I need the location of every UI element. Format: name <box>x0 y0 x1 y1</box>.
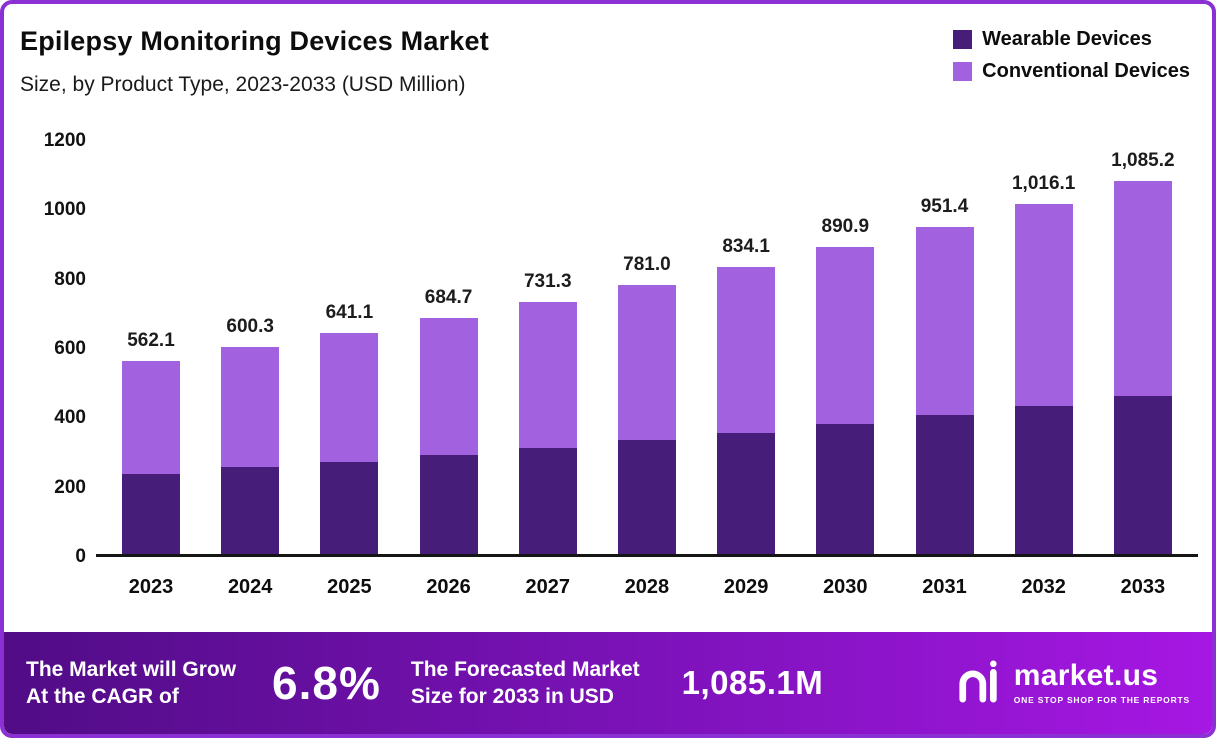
cagr-label: The Market will Grow At the CAGR of <box>26 656 236 711</box>
bar-segment-wearable <box>221 467 280 554</box>
bar-total-label: 600.3 <box>226 316 274 338</box>
x-axis-label: 2025 <box>327 576 372 598</box>
legend-item-wearable: Wearable Devices <box>953 28 1190 51</box>
bar-total-label: 731.3 <box>523 271 572 293</box>
bar-segment-wearable <box>122 473 180 554</box>
bar-segment-wearable <box>816 423 875 554</box>
bar-segment-conventional <box>1113 180 1172 396</box>
y-axis-tick-label: 200 <box>54 476 86 498</box>
brand-name: market.us <box>1013 659 1159 692</box>
bar-segment-wearable <box>518 448 577 554</box>
bar-total-label: 684.7 <box>424 287 473 309</box>
bar-stack: 684.7 <box>419 141 478 554</box>
plot-area: 562.1 600.3 641.1 684.7 731.3 781.0 834.1 890.9… <box>96 141 1198 557</box>
bar-total-label: 641.1 <box>325 302 374 324</box>
cagr-value: 6.8% <box>272 657 381 709</box>
y-axis-tick-label: 1000 <box>43 199 86 221</box>
bar-total-label: 951.4 <box>920 195 969 217</box>
legend-swatch-conventional-icon <box>953 62 973 81</box>
bar-total-label: 1,085.2 <box>1111 149 1175 171</box>
y-axis-tick-label: 0 <box>75 546 86 567</box>
cagr-label-line2: At the CAGR of <box>26 685 179 708</box>
bar-stack: 1,016.1 <box>1011 141 1076 554</box>
bar-segment-wearable <box>617 440 676 554</box>
legend-label-wearable: Wearable Devices <box>982 28 1152 50</box>
bar-segment-conventional <box>320 333 379 462</box>
bar-stack: 562.1 <box>122 141 180 554</box>
bar-segment-conventional <box>419 318 478 455</box>
legend-label-conventional: Conventional Devices <box>982 60 1190 82</box>
x-axis-label: 2027 <box>525 576 571 598</box>
bar-total-label: 834.1 <box>722 235 770 257</box>
bar-total-label: 562.1 <box>127 329 175 351</box>
y-axis-tick-label: 400 <box>54 407 86 429</box>
x-axis-label: 2026 <box>426 576 471 598</box>
bars-row: 562.1 600.3 641.1 684.7 731.3 781.0 834.1 890.9… <box>96 141 1198 554</box>
bar-segment-wearable <box>1014 406 1073 554</box>
marketus-logo-icon <box>956 659 1002 708</box>
bar-segment-wearable <box>419 454 478 554</box>
bar-segment-wearable <box>915 414 974 554</box>
x-axis-label: 2024 <box>227 576 273 598</box>
y-axis-tick-label: 600 <box>54 338 86 359</box>
legend-item-conventional: Conventional Devices <box>953 60 1190 83</box>
bar-stack: 890.9 <box>816 141 875 554</box>
bar-stack: 600.3 <box>221 141 280 554</box>
x-axis-label: 2033 <box>1120 576 1166 598</box>
chart-title: Epilepsy Monitoring Devices Market <box>20 26 489 56</box>
bar-segment-wearable <box>1113 395 1172 554</box>
legend: Wearable Devices Conventional Devices <box>953 28 1190 83</box>
bar-stack: 951.4 <box>915 141 974 554</box>
bar-segment-wearable <box>717 432 776 554</box>
forecast-label-line2: Size for 2033 in USD <box>410 685 614 708</box>
forecast-value: 1,085.1M <box>681 664 824 701</box>
forecast-label: The Forecasted Market Size for 2033 in U… <box>411 656 640 711</box>
y-axis: 0 200 400 600 800 1000 1200 <box>14 130 86 567</box>
y-axis-tick-label: 800 <box>54 268 86 290</box>
legend-swatch-wearable-icon <box>953 30 973 49</box>
y-axis-tick-label: 1200 <box>43 130 86 151</box>
bar-total-label: 1,016.1 <box>1011 173 1076 195</box>
bar-segment-conventional <box>717 266 776 433</box>
x-axis-label: 2029 <box>723 576 769 598</box>
forecast-label-line1: The Forecasted Market <box>410 657 640 681</box>
brand: market.us ONE STOP SHOP FOR THE REPORTS <box>956 659 1190 708</box>
bar-total-label: 781.0 <box>623 254 671 276</box>
x-axis-label: 2031 <box>922 576 967 598</box>
bar-segment-conventional <box>816 247 875 424</box>
footer-banner: The Market will Grow At the CAGR of 6.8%… <box>4 632 1212 734</box>
bar-stack: 834.1 <box>717 141 776 554</box>
x-axis: 2023 2024 2025 2026 2027 2028 2029 2030 2031 2032… <box>96 576 1198 599</box>
bar-segment-conventional <box>518 302 577 448</box>
x-axis-label: 2028 <box>624 576 670 598</box>
bar-total-label: 890.9 <box>821 216 870 238</box>
brand-tagline: ONE STOP SHOP FOR THE REPORTS <box>1013 695 1190 705</box>
bar-segment-conventional <box>617 285 676 441</box>
bar-segment-conventional <box>915 226 974 415</box>
bar-stack: 641.1 <box>320 141 379 554</box>
bar-segment-conventional <box>1014 204 1073 407</box>
x-axis-label: 2023 <box>128 576 174 598</box>
x-axis-label: 2032 <box>1021 576 1066 598</box>
bar-segment-wearable <box>320 461 379 554</box>
x-axis-label: 2030 <box>823 576 868 598</box>
cagr-label-line1: The Market will Grow <box>26 657 237 681</box>
bar-segment-conventional <box>221 347 280 468</box>
bar-stack: 781.0 <box>617 141 676 554</box>
chart-subtitle: Size, by Product Type, 2023-2033 (USD Mi… <box>20 73 466 96</box>
bar-segment-conventional <box>122 360 180 474</box>
bar-stack: 731.3 <box>518 141 577 554</box>
brand-text: market.us ONE STOP SHOP FOR THE REPORTS <box>1013 659 1190 706</box>
chart-header: Epilepsy Monitoring Devices Market Size,… <box>20 26 489 97</box>
bar-stack: 1,085.2 <box>1111 141 1175 554</box>
